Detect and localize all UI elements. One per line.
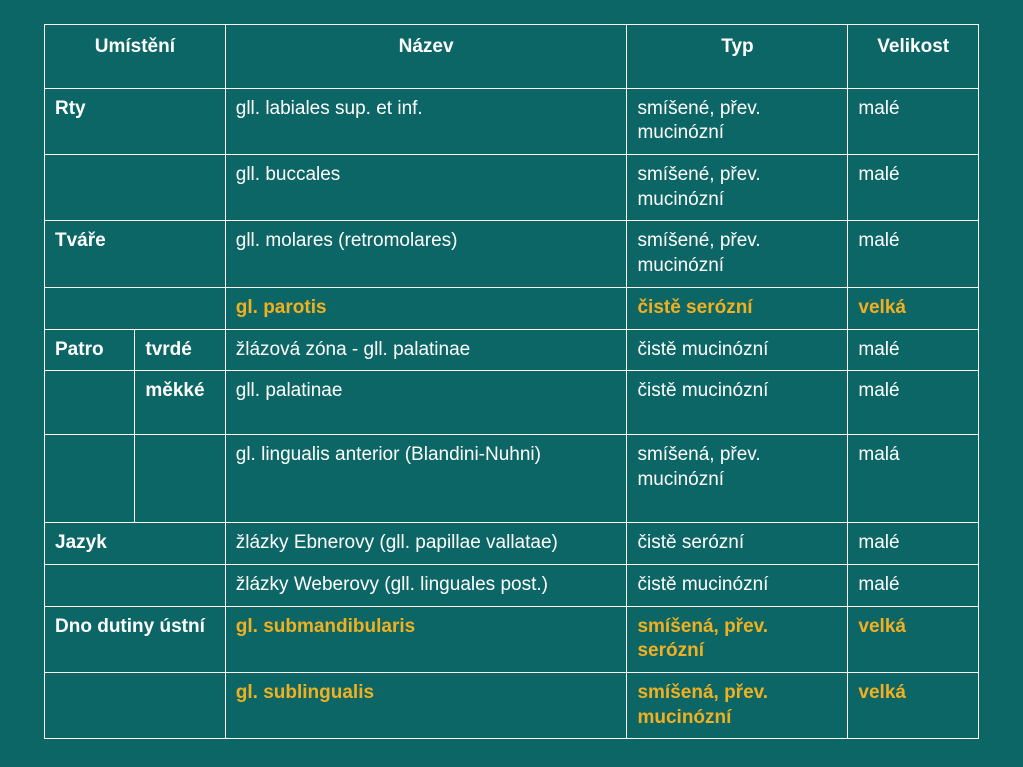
cell-size: malá [848,434,979,522]
cell-type: čistě mucinózní [627,564,848,606]
cell-size: malé [848,88,979,154]
cell-size: velká [848,673,979,739]
glands-table: Umístění Název Typ Velikost Rtygll. labi… [44,24,979,739]
cell-size: velká [848,606,979,672]
cell-size: malé [848,523,979,565]
cell-location: Tváře [45,221,226,287]
cell-size: malé [848,221,979,287]
table-row: gl. sublingualissmíšená, přev. mucinózní… [45,673,979,739]
cell-type: smíšené, přev. mucinózní [627,88,848,154]
cell-type: čistě serózní [627,287,848,329]
table-row: Rtygll. labiales sup. et inf.smíšené, př… [45,88,979,154]
table-row: gl. lingualis anterior (Blandini-Nuhni)s… [45,434,979,522]
cell-size: velká [848,287,979,329]
cell-name: gll. palatinae [225,371,627,435]
cell-type: čistě mucinózní [627,371,848,435]
cell-type: smíšené, přev. mucinózní [627,221,848,287]
cell-location [45,673,226,739]
table-row: Patrotvrdéžlázová zóna - gll. palatinaeč… [45,329,979,371]
col-header-location: Umístění [45,25,226,89]
cell-location: Rty [45,88,226,154]
cell-location-sub [135,434,225,522]
cell-location [45,564,226,606]
table-header: Umístění Název Typ Velikost [45,25,979,89]
cell-type: smíšené, přev. mucinózní [627,155,848,221]
cell-type: smíšená, přev. serózní [627,606,848,672]
cell-name: žlázky Weberovy (gll. linguales post.) [225,564,627,606]
cell-type: smíšená, přev. mucinózní [627,434,848,522]
cell-name: gl. parotis [225,287,627,329]
cell-location-main [45,371,135,435]
cell-location [45,155,226,221]
table-row: Tvářegll. molares (retromolares)smíšené,… [45,221,979,287]
cell-location: Dno dutiny ústní [45,606,226,672]
cell-type: smíšená, přev. mucinózní [627,673,848,739]
table-body: Rtygll. labiales sup. et inf.smíšené, př… [45,88,979,739]
col-header-size: Velikost [848,25,979,89]
cell-location-main: Patro [45,329,135,371]
table-row: gl. parotisčistě seróznívelká [45,287,979,329]
cell-name: gl. sublingualis [225,673,627,739]
cell-size: malé [848,564,979,606]
table-row: měkkégll. palatinaečistě mucinóznímalé [45,371,979,435]
cell-type: čistě serózní [627,523,848,565]
table-row: žlázky Weberovy (gll. linguales post.)či… [45,564,979,606]
glands-table-container: Umístění Název Typ Velikost Rtygll. labi… [0,0,1023,763]
cell-name: gl. lingualis anterior (Blandini-Nuhni) [225,434,627,522]
cell-size: malé [848,371,979,435]
col-header-type: Typ [627,25,848,89]
cell-size: malé [848,155,979,221]
cell-name: gll. labiales sup. et inf. [225,88,627,154]
cell-location: Jazyk [45,523,226,565]
cell-location-sub: tvrdé [135,329,225,371]
cell-size: malé [848,329,979,371]
col-header-name: Název [225,25,627,89]
table-row: Dno dutiny ústnígl. submandibularissmíše… [45,606,979,672]
cell-type: čistě mucinózní [627,329,848,371]
cell-name: gl. submandibularis [225,606,627,672]
cell-name: žlázky Ebnerovy (gll. papillae vallatae) [225,523,627,565]
cell-location-sub: měkké [135,371,225,435]
cell-location [45,287,226,329]
table-row: Jazykžlázky Ebnerovy (gll. papillae vall… [45,523,979,565]
cell-name: gll. buccales [225,155,627,221]
table-row: gll. buccalessmíšené, přev. mucinóznímal… [45,155,979,221]
cell-name: žlázová zóna - gll. palatinae [225,329,627,371]
cell-name: gll. molares (retromolares) [225,221,627,287]
cell-location-main [45,434,135,522]
